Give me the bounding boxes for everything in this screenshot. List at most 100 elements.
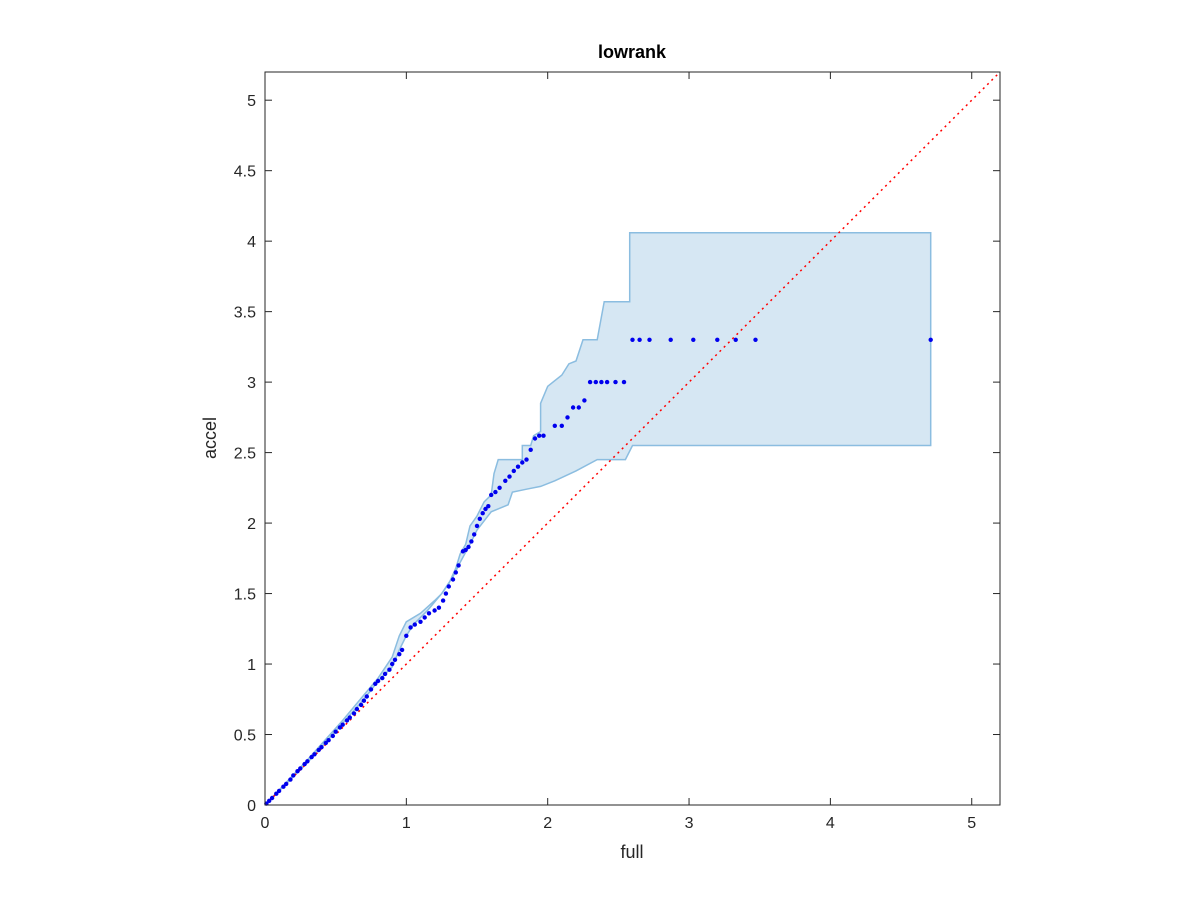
data-point: [291, 773, 296, 778]
data-point: [511, 468, 516, 474]
data-point: [570, 405, 576, 410]
confidence-band: [264, 231, 932, 806]
data-point: [450, 577, 456, 582]
data-point: [390, 661, 395, 667]
data-point: [354, 706, 360, 712]
data-point: [753, 337, 758, 342]
y-tick-label: 1.5: [234, 587, 256, 604]
data-point: [630, 337, 635, 342]
data-point: [599, 379, 604, 385]
data-point: [497, 485, 502, 490]
data-point: [507, 474, 512, 479]
data-point: [466, 544, 471, 550]
data-point: [344, 718, 350, 723]
data-point: [552, 423, 557, 428]
data-point: [440, 598, 446, 603]
y-tick-label: 4: [247, 234, 256, 251]
data-point: [576, 405, 581, 410]
data-point: [281, 784, 286, 789]
data-point: [691, 337, 696, 342]
y-tick-label: 1: [247, 657, 256, 674]
data-point: [404, 633, 409, 638]
data-point: [323, 740, 328, 746]
data-point: [480, 511, 485, 516]
data-point: [351, 711, 357, 716]
x-tick-label: 2: [543, 815, 552, 832]
data-point: [474, 523, 480, 529]
data-point: [269, 795, 275, 801]
data-point: [368, 687, 374, 692]
data-point: [621, 379, 627, 385]
data-point: [463, 547, 468, 553]
x-tick-label: 5: [967, 815, 976, 832]
data-point: [364, 694, 369, 699]
data-point: [267, 798, 272, 803]
data-point: [528, 447, 533, 452]
data-point: [337, 725, 343, 730]
y-tick-label: 3.5: [234, 305, 256, 322]
data-point: [333, 729, 338, 734]
x-tick-label: 0: [261, 815, 270, 832]
confidence-band-layer: [264, 231, 932, 806]
data-point: [593, 379, 598, 385]
data-point: [319, 745, 324, 750]
data-point: [422, 615, 427, 620]
data-point: [373, 681, 378, 686]
x-ticks-layer: 0 1 2 3 4 5: [261, 72, 976, 832]
data-point: [412, 622, 417, 627]
data-point: [382, 671, 388, 677]
data-point: [284, 781, 289, 787]
data-point: [489, 492, 494, 498]
y-tick-label: 0: [247, 798, 256, 815]
data-point: [582, 398, 587, 403]
data-point: [613, 379, 618, 385]
y-tick-label: 2.5: [234, 446, 256, 463]
data-point: [436, 605, 442, 610]
data-point: [541, 433, 546, 438]
data-point: [565, 415, 570, 420]
data-point: [361, 698, 367, 703]
data-point: [604, 379, 610, 385]
data-point: [515, 464, 521, 469]
data-point: [483, 506, 488, 512]
data-point: [326, 738, 331, 743]
data-point: [453, 570, 458, 575]
data-point: [399, 647, 405, 653]
data-point: [330, 733, 335, 739]
y-ticks-layer: 0 0.5 1 1.5 2 2.5 3 3.5 4 4.5 5: [234, 93, 1000, 815]
data-point: [486, 504, 491, 509]
x-axis-label: full: [620, 842, 643, 862]
x-tick-label: 1: [402, 815, 411, 832]
data-point: [305, 759, 310, 764]
data-point: [298, 766, 303, 771]
data-point: [316, 747, 321, 753]
data-point: [503, 478, 508, 483]
y-tick-label: 3: [247, 375, 256, 392]
data-point: [456, 563, 461, 568]
data-point: [493, 489, 498, 495]
data-point: [668, 337, 673, 342]
data-point: [928, 337, 933, 342]
data-point: [733, 337, 738, 342]
data-point: [637, 337, 642, 342]
data-point: [537, 433, 542, 438]
data-point: [524, 457, 529, 462]
y-tick-label: 0.5: [234, 728, 256, 745]
data-point: [446, 584, 451, 589]
data-point: [309, 754, 314, 760]
y-tick-label: 5: [247, 93, 256, 110]
data-point: [392, 657, 398, 662]
data-point: [432, 608, 437, 613]
data-point: [347, 715, 352, 720]
x-tick-label: 4: [826, 815, 835, 832]
data-point: [587, 379, 593, 385]
data-point: [647, 337, 652, 342]
data-point: [375, 678, 381, 684]
data-point: [312, 752, 317, 757]
data-point: [472, 532, 477, 537]
data-point: [443, 591, 449, 596]
y-axis-label: accel: [200, 417, 220, 459]
data-point: [469, 539, 474, 544]
data-point: [340, 722, 345, 727]
